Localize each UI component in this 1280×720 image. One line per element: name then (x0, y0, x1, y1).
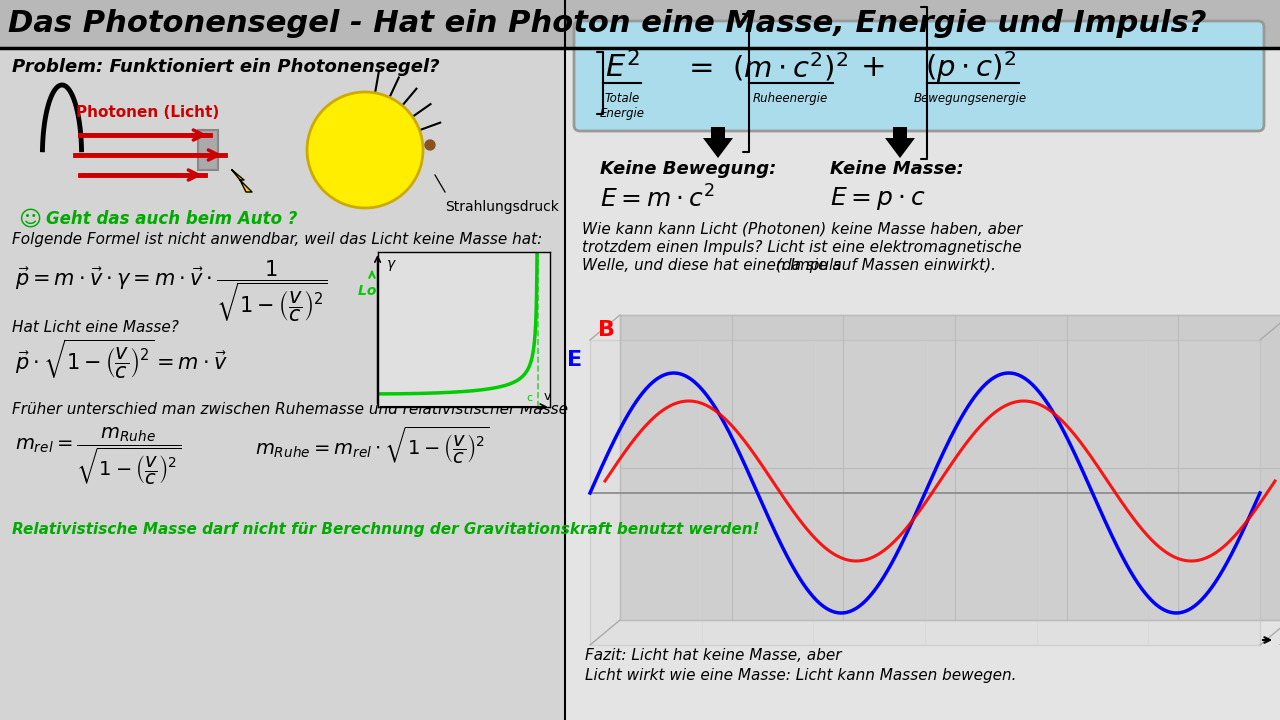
Text: $\vec{p} \cdot \sqrt{1-\left(\dfrac{v}{c}\right)^2} = m \cdot \vec{v}$: $\vec{p} \cdot \sqrt{1-\left(\dfrac{v}{c… (15, 338, 228, 382)
Text: Geht das auch beim Auto ?: Geht das auch beim Auto ? (46, 210, 297, 228)
Text: Das Photonensegel - Hat ein Photon eine Masse, Energie und Impuls?: Das Photonensegel - Hat ein Photon eine … (8, 9, 1207, 38)
Polygon shape (620, 315, 1280, 620)
FancyBboxPatch shape (573, 21, 1265, 131)
Text: Früher unterschied man zwischen Ruhemasse und relativistischer Masse: Früher unterschied man zwischen Ruhemass… (12, 402, 568, 417)
Text: x: x (1277, 631, 1280, 649)
Text: $+$: $+$ (860, 53, 884, 81)
Text: Keine Bewegung:: Keine Bewegung: (600, 160, 777, 178)
Text: Ruheenergie: Ruheenergie (753, 92, 828, 105)
Text: $\vec{p} = m \cdot \vec{v} \cdot \gamma = m \cdot \vec{v} \cdot \dfrac{1}{\sqrt{: $\vec{p} = m \cdot \vec{v} \cdot \gamma … (15, 258, 328, 324)
Circle shape (425, 140, 435, 150)
Text: E: E (567, 350, 582, 370)
Text: Wie kann kann Licht (Photonen) keine Masse haben, aber: Wie kann kann Licht (Photonen) keine Mas… (582, 222, 1023, 237)
Text: B: B (598, 320, 614, 340)
Text: ☺: ☺ (18, 210, 41, 230)
Text: c: c (526, 393, 532, 403)
Text: Relativistische Masse darf nicht für Berechnung der Gravitationskraft benutzt we: Relativistische Masse darf nicht für Ber… (12, 522, 759, 537)
Bar (198, 130, 218, 170)
Text: $m_{Ruhe} = m_{rel} \cdot \sqrt{1-\left(\dfrac{v}{c}\right)^2}$: $m_{Ruhe} = m_{rel} \cdot \sqrt{1-\left(… (255, 425, 490, 467)
Polygon shape (884, 138, 915, 158)
Text: $\gamma$: $\gamma$ (385, 258, 397, 274)
Text: Welle, und diese hat einen Impuls: Welle, und diese hat einen Impuls (582, 258, 846, 273)
Text: $m_{rel} = \dfrac{m_{Ruhe}}{\sqrt{1-\left(\dfrac{v}{c}\right)^2}}$: $m_{rel} = \dfrac{m_{Ruhe}}{\sqrt{1-\lef… (15, 425, 180, 487)
Text: $E = m \cdot c^2$: $E = m \cdot c^2$ (600, 185, 714, 212)
Text: Licht wirkt wie eine Masse: Licht kann Massen bewegen.: Licht wirkt wie eine Masse: Licht kann M… (585, 668, 1016, 683)
Text: $=$: $=$ (682, 53, 713, 81)
Bar (893, 127, 908, 138)
Text: Totale
Energie: Totale Energie (599, 92, 645, 120)
Polygon shape (590, 340, 1260, 645)
Text: Lorentz-Faktor γ: Lorentz-Faktor γ (358, 284, 486, 298)
Text: Folgende Formel ist nicht anwendbar, weil das Licht keine Masse hat:: Folgende Formel ist nicht anwendbar, wei… (12, 232, 543, 247)
Circle shape (307, 92, 422, 208)
Polygon shape (703, 138, 733, 158)
Text: Problem: Funktioniert ein Photonensegel?: Problem: Funktioniert ein Photonensegel? (12, 58, 439, 76)
Text: v: v (544, 390, 552, 403)
Text: Bewegungsenergie: Bewegungsenergie (914, 92, 1027, 105)
Text: $E^2$: $E^2$ (604, 50, 640, 84)
Bar (0, 48, 564, 720)
Text: $\left(p \cdot c\right)^2$: $\left(p \cdot c\right)^2$ (924, 49, 1015, 85)
Text: Strahlungsdruck: Strahlungsdruck (445, 200, 559, 214)
Bar (564, 48, 1280, 720)
Text: Keine Masse:: Keine Masse: (829, 160, 964, 178)
Text: $\left(m \cdot c^2\right)^2$: $\left(m \cdot c^2\right)^2$ (732, 50, 847, 84)
Text: Hat Licht eine Masse?: Hat Licht eine Masse? (12, 320, 179, 335)
Polygon shape (232, 170, 252, 192)
Text: trotzdem einen Impuls? Licht ist eine elektromagnetische: trotzdem einen Impuls? Licht ist eine el… (582, 240, 1021, 255)
Text: Fazit: Licht hat keine Masse, aber: Fazit: Licht hat keine Masse, aber (585, 648, 841, 663)
Text: (da sie auf Massen einwirkt).: (da sie auf Massen einwirkt). (776, 258, 996, 273)
Bar (710, 127, 724, 138)
Text: Photonen (Licht): Photonen (Licht) (77, 105, 220, 120)
Bar (0, 0, 1280, 48)
Text: $E = p \cdot c$: $E = p \cdot c$ (829, 185, 925, 212)
